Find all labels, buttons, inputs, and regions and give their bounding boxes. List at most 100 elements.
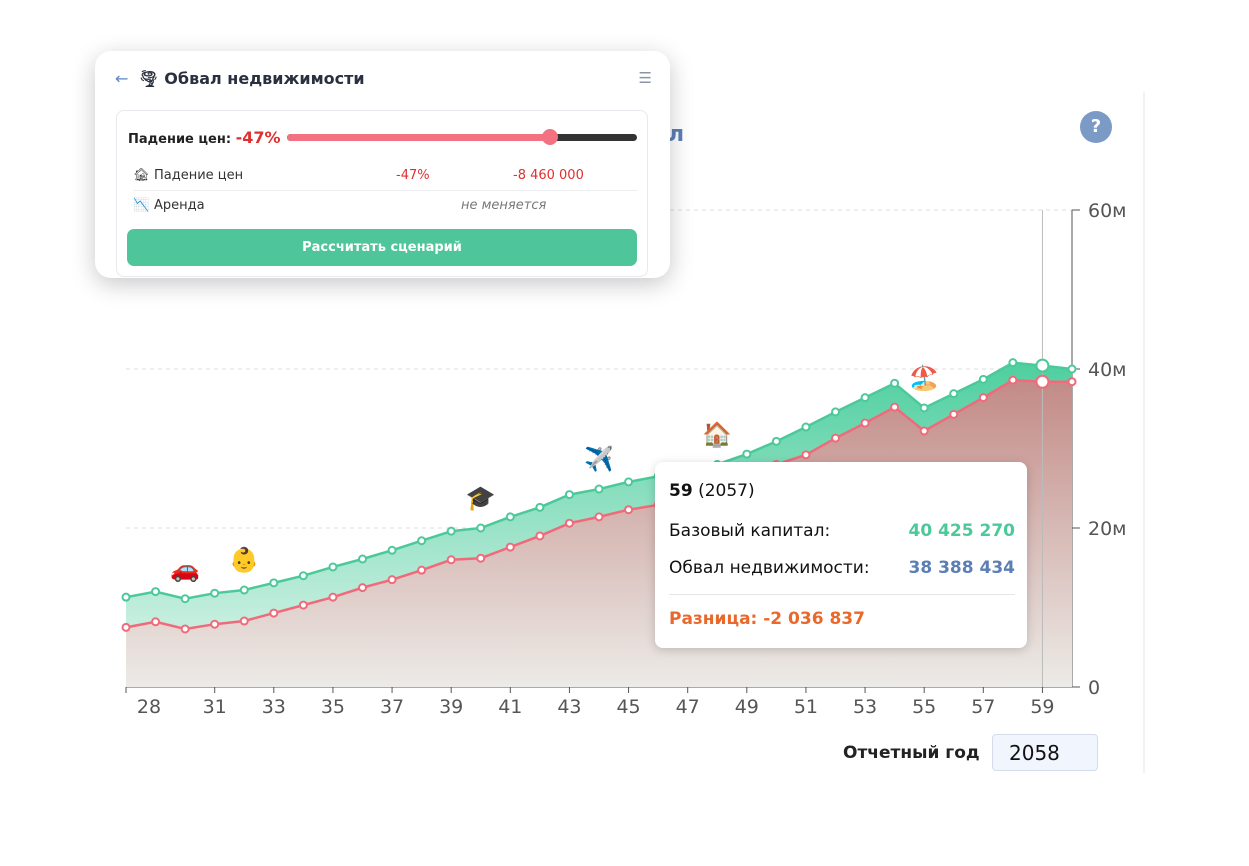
point <box>298 600 308 610</box>
point <box>742 449 752 459</box>
y-tick-label: 40м <box>1088 359 1127 381</box>
slider-knob[interactable] <box>541 129 558 145</box>
point <box>269 608 279 618</box>
event-icon: 🎓 <box>466 484 496 512</box>
row-icon: 🏚 <box>133 168 150 183</box>
point <box>801 450 811 460</box>
x-tick-label: 45 <box>616 696 640 718</box>
point <box>121 592 131 602</box>
y-tick-label: 60м <box>1088 200 1127 222</box>
y-tick-label: 20м <box>1088 518 1127 540</box>
point <box>269 578 279 588</box>
tooltip-label: Обвал недвижимости: <box>669 558 870 578</box>
point <box>949 389 959 399</box>
point <box>624 477 634 487</box>
panel-icon: 🌪 <box>138 69 159 88</box>
point <box>387 545 397 555</box>
y-tick-label: 0 <box>1088 677 1100 699</box>
point <box>831 433 840 443</box>
point <box>801 422 811 432</box>
point <box>1067 364 1077 374</box>
point <box>121 622 131 632</box>
row-amount: -8 460 000 <box>513 168 584 183</box>
point <box>328 562 338 572</box>
row-label: Падение цен <box>154 168 244 183</box>
event-icon: 🏖️ <box>909 364 939 392</box>
effect-row: 📉 Аренда не меняется <box>133 192 638 220</box>
slider-fill <box>287 134 550 141</box>
point <box>949 409 959 419</box>
tooltip-year: (2057) <box>698 481 755 501</box>
point <box>210 588 220 598</box>
panel-header: ← 🌪 Обвал недвижимости <box>115 69 365 88</box>
point <box>919 403 929 413</box>
point <box>978 374 988 384</box>
x-tick-label: 35 <box>321 696 345 718</box>
row-percent: -47% <box>396 168 430 183</box>
tooltip-label: Базовый капитал: <box>669 521 831 541</box>
point <box>860 418 870 428</box>
point <box>180 624 190 634</box>
point <box>594 512 604 522</box>
year-input[interactable]: 2058 <box>992 734 1098 771</box>
point <box>180 594 190 604</box>
x-tick-label: 39 <box>439 696 463 718</box>
x-tick-label: 31 <box>203 696 227 718</box>
point <box>564 518 574 528</box>
back-button[interactable]: ← <box>115 69 129 88</box>
point <box>831 407 840 417</box>
tooltip-header: 59 (2057) <box>669 481 755 501</box>
scenario-panel: ← 🌪 Обвал недвижимости ☰ Падение цен: -47… <box>95 51 670 278</box>
point <box>1067 377 1077 387</box>
point <box>505 512 515 522</box>
slider-value: -47% <box>235 128 281 147</box>
point <box>239 616 249 626</box>
point <box>239 585 249 595</box>
help-button[interactable]: ? <box>1080 111 1112 143</box>
row-status: не меняется <box>461 198 547 213</box>
point <box>476 523 486 533</box>
point <box>1008 358 1018 368</box>
point <box>860 393 870 403</box>
event-icon: 👶 <box>229 546 259 574</box>
point <box>978 393 988 403</box>
point <box>890 402 900 412</box>
x-tick-label: 28 <box>137 696 161 718</box>
point <box>446 526 456 536</box>
point <box>151 617 161 627</box>
point <box>417 536 427 546</box>
x-tick-label: 53 <box>853 696 877 718</box>
x-tick-label: 47 <box>676 696 700 718</box>
effect-row: 🏚 Падение цен -47% -8 460 000 <box>133 162 638 191</box>
point <box>151 587 161 597</box>
x-tick-label: 43 <box>557 696 581 718</box>
menu-button[interactable]: ☰ <box>638 69 652 87</box>
calculate-button[interactable]: Рассчитать сценарий <box>127 229 637 266</box>
event-icon: 🏠 <box>702 420 732 448</box>
panel-body: Падение цен: -47% 🏚 Падение цен -47% -8 460… <box>116 110 648 277</box>
x-tick-label: 59 <box>1030 696 1054 718</box>
point <box>919 426 929 436</box>
tooltip-value: 38 388 434 <box>908 558 1015 578</box>
point <box>1008 375 1018 385</box>
point <box>358 554 367 564</box>
row-icon: 📉 <box>133 198 150 213</box>
tooltip-value: 40 425 270 <box>908 521 1015 541</box>
slider[interactable] <box>287 129 637 145</box>
tooltip-age: 59 <box>669 481 693 501</box>
x-tick-label: 55 <box>912 696 936 718</box>
point <box>535 502 545 512</box>
chart-title: л <box>668 122 684 147</box>
label: Падение цен: <box>128 132 232 147</box>
point <box>594 484 604 494</box>
x-tick-label: 57 <box>971 696 995 718</box>
x-tick-label: 37 <box>380 696 404 718</box>
point <box>890 378 900 388</box>
point <box>535 531 545 541</box>
slider-label: Падение цен: -47% <box>128 128 281 147</box>
event-icon: 🚗 <box>170 555 200 583</box>
point <box>771 436 781 446</box>
point <box>446 555 456 565</box>
point <box>476 553 486 563</box>
